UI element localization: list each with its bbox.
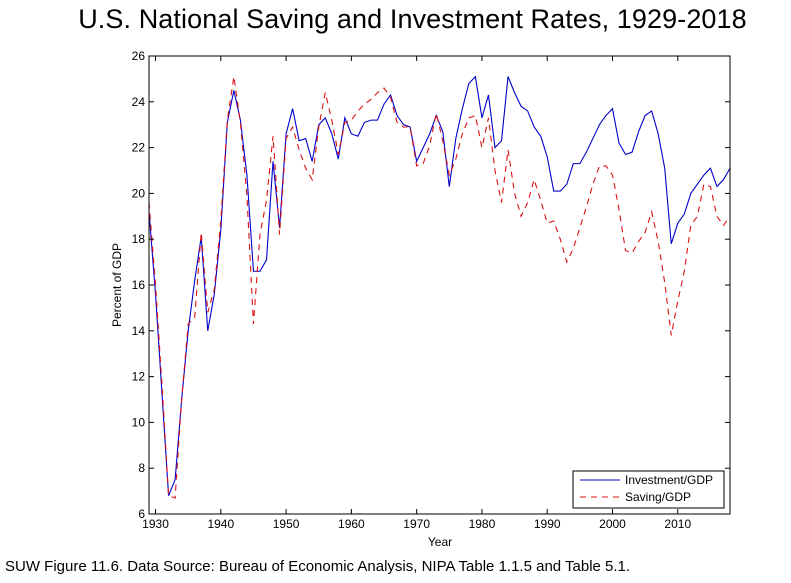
x-tick-label: 1970	[403, 517, 430, 531]
y-tick-label: 10	[132, 415, 146, 429]
y-tick-label: 18	[132, 232, 146, 246]
x-tick-label: 1940	[207, 517, 234, 531]
ticks-layer: 1930 1940 1950 1960 1970 1980 1990 2000 2010 6 8 10…	[132, 49, 730, 531]
y-tick-label: 6	[138, 507, 145, 521]
y-tick-label: 24	[132, 95, 146, 109]
y-tick-label: 14	[132, 324, 146, 338]
y-tick-label: 12	[132, 370, 146, 384]
x-tick-label: 1990	[534, 517, 561, 531]
x-tick-label: 2010	[664, 517, 691, 531]
legend-box	[572, 470, 725, 509]
x-tick-label: 2000	[599, 517, 626, 531]
x-axis-label: Year	[428, 535, 452, 549]
x-tick-label: 1930	[142, 517, 169, 531]
figure-caption: SUW Figure 11.6. Data Source: Bureau of …	[5, 558, 631, 575]
y-tick-label: 8	[138, 461, 145, 475]
y-tick-label: 26	[132, 49, 146, 63]
chart-title: U.S. National Saving and Investment Rate…	[78, 4, 747, 34]
legend-label-saving: Saving/GDP	[625, 490, 691, 504]
x-tick-label: 1960	[338, 517, 365, 531]
series-line-saving-gdp	[148, 76, 731, 499]
y-tick-label: 22	[132, 141, 146, 155]
legend: Investment/GDP Saving/GDP	[572, 470, 725, 509]
x-tick-label: 1950	[273, 517, 300, 531]
x-tick-label: 1980	[469, 517, 496, 531]
series-line-investment-gdp	[148, 75, 731, 496]
series-layer	[148, 75, 731, 499]
y-tick-label: 16	[132, 278, 146, 292]
legend-label-investment: Investment/GDP	[625, 473, 713, 487]
y-axis-label: Percent of GDP	[110, 243, 124, 327]
y-tick-label: 20	[132, 186, 146, 200]
